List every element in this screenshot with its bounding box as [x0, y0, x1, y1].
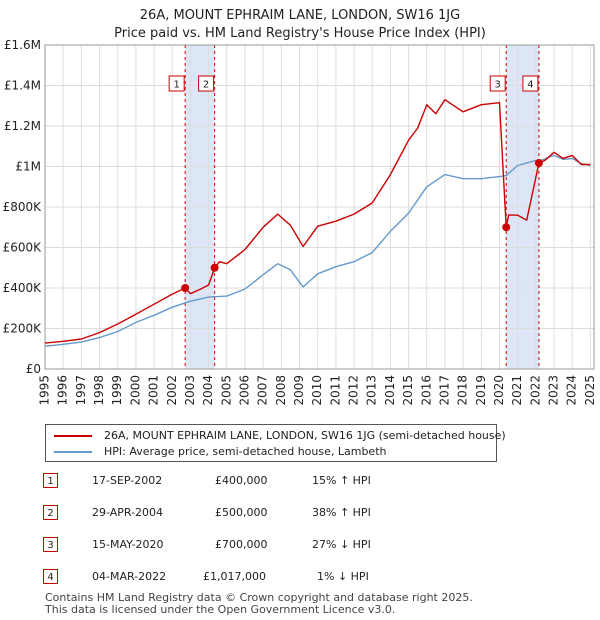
sale-point: [534, 159, 543, 168]
legend-item-hpi: HPI: Average price, semi-detached house,…: [54, 444, 386, 460]
x-tick-label: 2009: [292, 375, 306, 406]
sale-marker-box: [489, 75, 506, 92]
sale-marker-label: 1: [173, 80, 179, 91]
x-tick-label: 2002: [165, 375, 179, 406]
legend-swatch-property: [54, 435, 92, 437]
legend-label-hpi: HPI: Average price, semi-detached house,…: [104, 445, 387, 458]
y-tick-label: £0: [26, 362, 41, 376]
x-tick-label: 2001: [147, 375, 161, 406]
x-tick-label: 1997: [74, 375, 88, 406]
y-tick-label: £200K: [3, 322, 43, 336]
x-tick-label: 2005: [219, 375, 233, 406]
sale-marker-box: [168, 75, 185, 92]
sale-row: 3 15-MAY-2020 £700,000 27% ↓ HPI: [0, 534, 600, 556]
footer-copyright: Contains HM Land Registry data © Crown c…: [45, 591, 473, 604]
sale-marker-box: [198, 75, 215, 92]
property-price-line: [44, 98, 591, 344]
chart-legend: 26A, MOUNT EPHRAIM LANE, LONDON, SW16 1J…: [45, 424, 506, 462]
x-tick-label: 2019: [474, 375, 488, 406]
legend-swatch-hpi: [54, 451, 92, 453]
chart-title: 26A, MOUNT EPHRAIM LANE, LONDON, SW16 1J…: [139, 8, 461, 23]
sale-number-badge: 3: [43, 537, 58, 552]
y-tick-label: £800K: [3, 200, 43, 214]
y-tick-label: £1.6M: [4, 38, 41, 52]
sale-hpi-change: 1% ↓ HPI: [317, 570, 369, 583]
sale-point: [181, 284, 190, 292]
sale-marker-label: 4: [527, 80, 533, 91]
x-tick-label: 2008: [274, 375, 288, 406]
legend-item-property: 26A, MOUNT EPHRAIM LANE, LONDON, SW16 1J…: [54, 428, 506, 444]
sale-date: 15-MAY-2020: [92, 538, 164, 551]
y-tick-label: £1.4M: [4, 79, 41, 93]
x-tick-label: 2003: [183, 375, 197, 406]
plot-area: [44, 44, 595, 370]
sale-number-badge: 4: [43, 569, 58, 584]
x-tick-label: 2021: [510, 375, 524, 406]
sale-number-badge: 1: [43, 473, 58, 488]
sale-number-badge: 2: [43, 505, 58, 520]
sale-price: £700,000: [215, 538, 268, 551]
price-chart: £0 £200K £400K £600K £800K £1M £1.2M £1.4M £1.6M…: [3, 38, 597, 406]
x-tick-label: 2022: [528, 375, 542, 406]
x-tick-label: 2020: [492, 375, 506, 406]
sale-point: [502, 223, 511, 232]
x-tick-label: 2015: [401, 375, 415, 406]
y-tick-label: £1.2M: [4, 119, 41, 133]
x-tick-label: 1996: [56, 375, 70, 406]
x-tick-label: 1999: [110, 375, 124, 406]
x-tick-label: 2024: [565, 375, 579, 406]
x-tick-label: 2014: [383, 375, 397, 406]
y-tick-label: £600K: [3, 241, 43, 255]
sale-price: £400,000: [215, 474, 268, 487]
sale-point: [210, 263, 219, 272]
x-tick-label: 2000: [128, 375, 142, 406]
sale-date: 29-APR-2004: [92, 506, 164, 519]
sale-row: 1 17-SEP-2002 £400,000 15% ↑ HPI: [0, 470, 600, 492]
x-tick-label: 1995: [38, 375, 52, 406]
y-tick-label: £400K: [3, 281, 43, 295]
sale-row: 2 29-APR-2004 £500,000 38% ↑ HPI: [0, 502, 600, 524]
x-tick-label: 2006: [237, 375, 251, 406]
sale-price: £500,000: [215, 506, 268, 519]
sale-hpi-change: 38% ↑ HPI: [312, 506, 371, 519]
x-tick-label: 2025: [583, 375, 597, 406]
x-tick-label: 2012: [347, 375, 361, 406]
x-tick-label: 2013: [365, 375, 379, 406]
sale-marker-label: 3: [495, 80, 501, 91]
x-tick-label: 2011: [328, 375, 342, 406]
x-tick-label: 2016: [419, 375, 433, 406]
y-tick-label: £1M: [15, 160, 41, 174]
sale-hpi-change: 27% ↓ HPI: [312, 538, 371, 551]
footer-licence: This data is licensed under the Open Gov…: [45, 603, 396, 616]
x-tick-label: 2007: [256, 375, 270, 406]
sale-hpi-change: 15% ↑ HPI: [312, 474, 371, 487]
sale-date: 17-SEP-2002: [92, 474, 163, 487]
x-tick-label: 2018: [456, 375, 470, 406]
sale-marker-label: 2: [203, 80, 209, 91]
x-tick-label: 2023: [547, 375, 561, 406]
sale-date: 04-MAR-2022: [92, 570, 167, 583]
sale-marker-box: [522, 75, 539, 92]
sale-price: £1,017,000: [203, 570, 266, 583]
sale-row: 4 04-MAR-2022 £1,017,000 1% ↓ HPI: [0, 566, 600, 588]
x-tick-label: 2010: [310, 375, 324, 406]
x-tick-label: 1998: [92, 375, 106, 406]
x-tick-label: 2017: [437, 375, 451, 406]
x-tick-label: 2004: [201, 375, 215, 406]
legend-label-property: 26A, MOUNT EPHRAIM LANE, LONDON, SW16 1J…: [104, 429, 506, 442]
chart-subtitle: Price paid vs. HM Land Registry's House …: [114, 26, 486, 41]
